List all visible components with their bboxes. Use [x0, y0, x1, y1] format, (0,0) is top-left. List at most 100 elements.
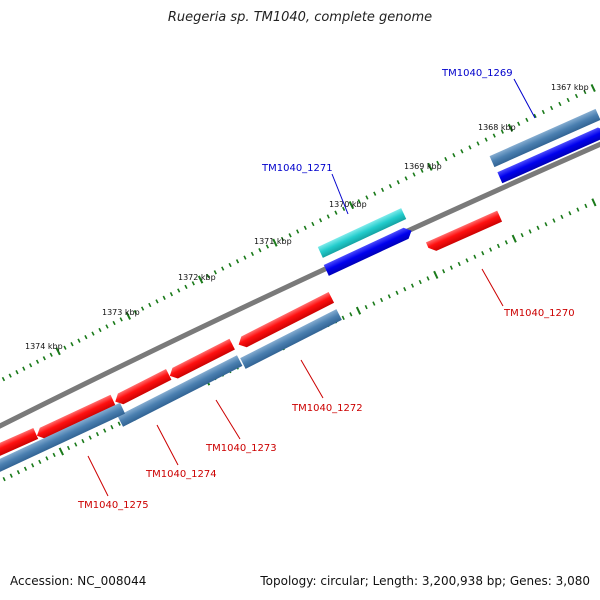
outer-tick-45	[311, 221, 315, 227]
feature-tm1040-1275-cds[interactable]	[0, 427, 39, 462]
inner-tick-8	[45, 456, 49, 461]
inner-tick-48	[341, 315, 345, 321]
leader-line-1271	[331, 173, 349, 215]
inner-tick-17	[110, 424, 114, 430]
inner-tick-70	[511, 234, 517, 243]
outer-tick-61	[436, 160, 440, 166]
inner-tick-79	[584, 203, 588, 209]
outer-tick-42	[288, 233, 292, 238]
inner-tick-65	[473, 254, 477, 259]
feature-tm1040-1269-cds[interactable]	[497, 125, 600, 184]
outer-tick-37	[250, 251, 255, 257]
outer-tick-54	[380, 187, 385, 193]
gene-label-tm1040-1269[interactable]: TM1040_1269	[441, 68, 513, 79]
inner-tick-64	[465, 258, 469, 263]
feature-tm1040-1274-cds-2[interactable]	[34, 394, 116, 441]
feature-tm1040-1273-cds[interactable]	[167, 338, 235, 381]
gene-label-tm1040-1274[interactable]: TM1040_1274	[145, 469, 217, 480]
outer-tick-22	[140, 306, 145, 311]
outer-tick-63	[452, 153, 456, 158]
outer-tick-33	[221, 266, 225, 271]
outer-tick-50	[348, 201, 355, 210]
feature-tm1040-1275-gene[interactable]	[0, 402, 126, 482]
outer-tick-64	[460, 149, 464, 154]
outer-tick-11	[63, 345, 67, 350]
feature-tm1040-1269-gene[interactable]	[489, 108, 600, 168]
scale-label-1371: 1371 kbp	[254, 237, 292, 246]
outer-tick-72	[525, 117, 529, 123]
inner-tick-76	[560, 214, 564, 220]
inner-tick-69	[504, 240, 508, 245]
feature-tm1040-1272-cds[interactable]	[236, 292, 335, 350]
scale-label-1374: 1374 kbp	[25, 342, 63, 351]
outer-tick-5	[22, 366, 26, 371]
gene-label-tm1040-1272[interactable]: TM1040_1272	[291, 403, 363, 414]
outer-tick-31	[206, 273, 210, 279]
inner-tick-55	[395, 290, 399, 295]
gene-label-tm1040-1275[interactable]: TM1040_1275	[77, 500, 149, 511]
outer-tick-48	[334, 210, 338, 215]
inner-tick-75	[552, 218, 556, 223]
scale-label-1368: 1368 kbp	[478, 123, 516, 132]
feature-tm1040-1271-cds[interactable]	[323, 225, 414, 276]
inner-tick-68	[496, 243, 501, 249]
inner-tick-73	[536, 225, 540, 230]
outer-tick-49	[342, 206, 346, 212]
outer-tick-65	[468, 145, 472, 150]
outer-tick-39	[265, 244, 270, 249]
leader-line-1269	[513, 78, 536, 119]
inner-tick-53	[379, 297, 384, 303]
outer-tick-41	[280, 236, 285, 242]
outer-tick-78	[574, 93, 579, 99]
outer-tick-36	[243, 255, 247, 260]
scale-label-1373: 1373 kbp	[102, 308, 140, 317]
outer-tick-29	[191, 281, 195, 286]
outer-tick-67	[484, 137, 488, 142]
outer-tick-74	[541, 109, 545, 115]
outer-tick-8	[42, 356, 46, 361]
outer-tick-56	[396, 180, 400, 185]
inner-tick-54	[387, 294, 391, 299]
inner-tick-74	[544, 222, 548, 227]
feature-tm1040-1270-cds[interactable]	[425, 210, 503, 254]
outer-tick-26	[169, 292, 174, 297]
outer-tick-28	[184, 284, 188, 290]
gene-label-tm1040-1271[interactable]: TM1040_1271	[261, 163, 333, 174]
feature-tm1040-1273-gene[interactable]	[117, 355, 243, 427]
inner-tick-11	[66, 445, 71, 451]
inner-tick-60	[433, 270, 439, 279]
outer-tick-62	[444, 156, 448, 162]
accession-text: Accession: NC_008044	[10, 574, 147, 588]
inner-tick-49	[349, 312, 353, 317]
outer-tick-18	[112, 320, 116, 326]
outer-tick-3	[8, 373, 12, 378]
outer-tick-79	[583, 89, 587, 95]
map-title: Ruegeria sp. TM1040, complete genome	[167, 10, 433, 25]
inner-tick-14	[88, 435, 92, 440]
inner-tick-59	[426, 276, 430, 281]
inner-tick-56	[403, 287, 407, 292]
scale-ticks-inner	[2, 198, 597, 482]
outer-tick-80	[590, 83, 596, 93]
inner-tick-72	[528, 229, 532, 234]
inner-tick-2	[2, 476, 6, 482]
outer-tick-17	[105, 324, 109, 329]
outer-tick-77	[566, 97, 570, 103]
outer-tick-40	[272, 238, 278, 247]
leader-line-1270	[481, 268, 504, 307]
feature-tm1040-1271-gene[interactable]	[317, 208, 407, 258]
outer-tick-27	[177, 288, 181, 293]
gene-label-tm1040-1273[interactable]: TM1040_1273	[205, 443, 277, 454]
scale-label-1372: 1372 kbp	[178, 273, 216, 282]
outer-tick-51	[357, 199, 361, 204]
gene-label-tm1040-1270[interactable]: TM1040_1270	[503, 308, 575, 319]
outer-tick-38	[258, 248, 262, 253]
outer-tick-70	[507, 123, 514, 132]
leader-line-1275	[87, 455, 109, 497]
inner-tick-12	[74, 442, 78, 447]
feature-tm1040-1272-gene[interactable]	[240, 309, 342, 369]
feature-tm1040-1274-cds[interactable]	[113, 369, 172, 407]
inner-tick-18	[117, 421, 121, 426]
outer-tick-47	[326, 214, 330, 219]
